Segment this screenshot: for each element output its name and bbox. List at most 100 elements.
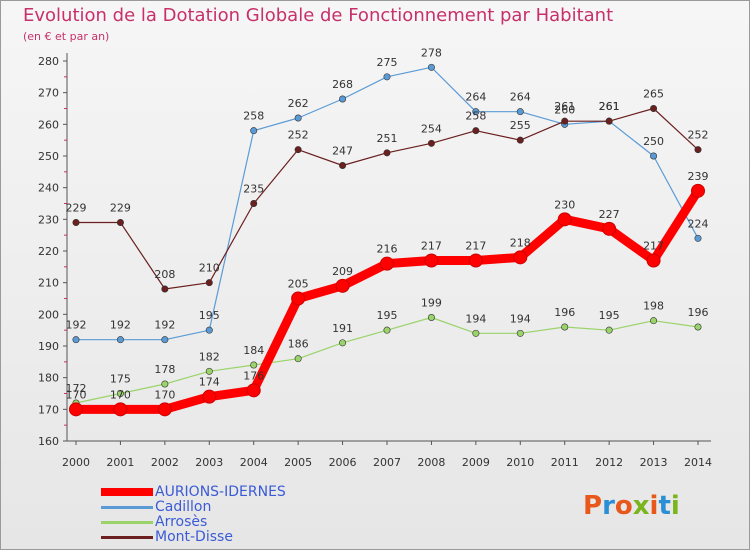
data-label: 199 bbox=[421, 297, 442, 310]
legend-label: Arrosès bbox=[155, 514, 208, 530]
data-point bbox=[161, 380, 169, 388]
data-point bbox=[427, 63, 435, 71]
x-tick-label: 2002 bbox=[151, 456, 179, 469]
data-label: 251 bbox=[377, 132, 398, 145]
data-point bbox=[294, 355, 302, 363]
data-point bbox=[516, 108, 524, 116]
logo-letter: o bbox=[614, 491, 633, 521]
data-label: 252 bbox=[688, 129, 709, 142]
data-point bbox=[250, 127, 258, 135]
data-point bbox=[694, 146, 702, 154]
data-label: 268 bbox=[332, 78, 353, 91]
data-label: 195 bbox=[377, 309, 398, 322]
data-label: 218 bbox=[510, 236, 531, 249]
data-point bbox=[339, 162, 347, 170]
data-point bbox=[161, 285, 169, 293]
data-point bbox=[72, 219, 80, 227]
data-point bbox=[116, 336, 124, 344]
data-label: 192 bbox=[154, 319, 175, 332]
data-point bbox=[694, 234, 702, 242]
data-label: 195 bbox=[199, 309, 220, 322]
y-tick-label: 270 bbox=[38, 87, 59, 100]
data-label: 227 bbox=[599, 208, 620, 221]
data-label: 192 bbox=[110, 319, 131, 332]
legend-label: Cadillon bbox=[155, 499, 212, 515]
data-label: 195 bbox=[599, 309, 620, 322]
chart-title: Evolution de la Dotation Globale de Fonc… bbox=[23, 5, 614, 26]
legend-swatch bbox=[101, 506, 153, 509]
x-tick-label: 2011 bbox=[551, 456, 579, 469]
x-tick-label: 2013 bbox=[640, 456, 668, 469]
line-chart: 160 170 180 190 200 210 220 230 240 250 260 270 280 2… bbox=[38, 46, 712, 469]
data-label: 229 bbox=[66, 202, 87, 215]
y-tick-label: 230 bbox=[38, 213, 59, 226]
x-tick-label: 2008 bbox=[417, 456, 445, 469]
y-tick-label: 170 bbox=[38, 403, 59, 416]
data-label: 208 bbox=[154, 268, 175, 281]
legend-label: AURIONS-IDERNES bbox=[155, 484, 286, 500]
y-tick-label: 200 bbox=[38, 308, 59, 321]
logo-letter: x bbox=[632, 491, 650, 521]
data-point bbox=[650, 152, 658, 160]
y-tick-label: 190 bbox=[38, 340, 59, 353]
y-tick-label: 180 bbox=[38, 372, 59, 385]
data-point bbox=[246, 383, 261, 398]
data-label: 252 bbox=[288, 129, 309, 142]
data-point bbox=[294, 114, 302, 122]
data-label: 170 bbox=[66, 388, 87, 401]
data-label: 230 bbox=[554, 198, 575, 211]
data-label: 264 bbox=[465, 91, 486, 104]
data-point bbox=[383, 326, 391, 334]
data-label: 209 bbox=[332, 265, 353, 278]
data-label: 194 bbox=[465, 312, 486, 325]
y-tick-label: 160 bbox=[38, 435, 59, 448]
data-label: 261 bbox=[599, 100, 620, 113]
x-tick-label: 2014 bbox=[684, 456, 712, 469]
data-point bbox=[605, 117, 613, 125]
data-point bbox=[291, 291, 306, 306]
data-label: 261 bbox=[554, 100, 575, 113]
data-label: 258 bbox=[243, 110, 264, 123]
data-point bbox=[472, 329, 480, 337]
data-label: 275 bbox=[377, 56, 398, 69]
y-tick-label: 250 bbox=[38, 150, 59, 163]
data-point bbox=[205, 279, 213, 287]
data-point bbox=[205, 326, 213, 334]
data-point bbox=[472, 127, 480, 135]
x-tick-label: 2006 bbox=[329, 456, 357, 469]
logo-letter: r bbox=[602, 491, 615, 521]
data-point bbox=[516, 329, 524, 337]
data-label: 261 bbox=[599, 100, 620, 113]
data-point bbox=[424, 253, 439, 268]
data-label: 170 bbox=[110, 388, 131, 401]
data-label: 210 bbox=[199, 262, 220, 275]
data-point bbox=[339, 95, 347, 103]
data-point bbox=[72, 336, 80, 344]
data-label: 170 bbox=[154, 388, 175, 401]
data-label: 217 bbox=[465, 240, 486, 253]
data-point bbox=[561, 323, 569, 331]
data-label: 247 bbox=[332, 145, 353, 158]
x-tick-label: 2012 bbox=[595, 456, 623, 469]
data-label: 250 bbox=[643, 135, 664, 148]
y-tick-label: 210 bbox=[38, 277, 59, 290]
x-tick-label: 2000 bbox=[62, 456, 90, 469]
data-point bbox=[468, 253, 483, 268]
data-point bbox=[383, 149, 391, 157]
data-label: 260 bbox=[554, 103, 575, 116]
data-label: 175 bbox=[110, 373, 131, 386]
data-point bbox=[339, 339, 347, 347]
data-point bbox=[116, 219, 124, 227]
y-tick-label: 260 bbox=[38, 118, 59, 131]
data-point bbox=[383, 73, 391, 81]
data-point bbox=[250, 200, 258, 208]
data-label: 172 bbox=[66, 382, 87, 395]
data-label: 264 bbox=[510, 91, 531, 104]
data-label: 205 bbox=[288, 278, 309, 291]
data-label: 192 bbox=[66, 319, 87, 332]
x-tick-label: 2005 bbox=[284, 456, 312, 469]
data-point bbox=[605, 326, 613, 334]
data-point bbox=[650, 105, 658, 113]
x-tick-label: 2007 bbox=[373, 456, 401, 469]
data-point bbox=[202, 389, 217, 404]
